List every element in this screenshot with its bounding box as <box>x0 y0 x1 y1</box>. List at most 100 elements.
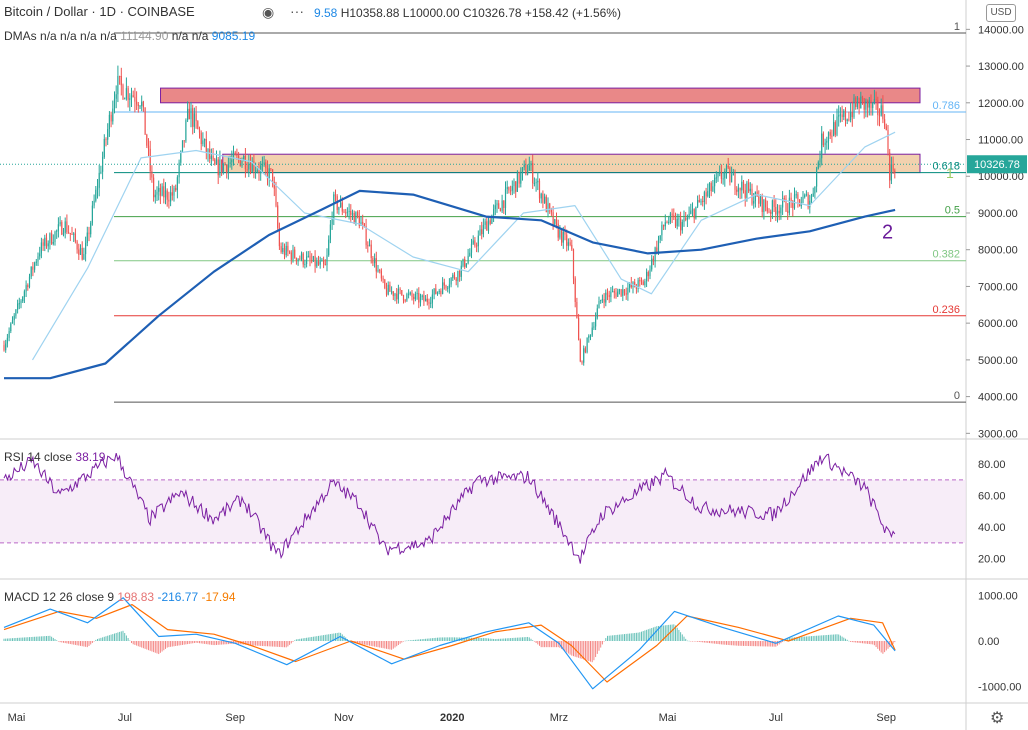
macd-hist-bar <box>329 634 331 641</box>
macd-hist-bar <box>44 636 46 641</box>
candle-body <box>516 172 518 192</box>
macd-hist-bar <box>275 641 277 647</box>
candle-body <box>392 291 394 297</box>
macd-hist-bar <box>40 636 42 641</box>
candle-body <box>858 101 860 109</box>
macd-hist-bar <box>612 635 614 641</box>
candle-body <box>564 231 566 235</box>
candle-body <box>855 97 857 107</box>
macd-hist-bar <box>443 637 445 641</box>
macd-hist-bar <box>698 641 700 642</box>
candle-body <box>363 223 365 227</box>
candle-body <box>615 292 617 297</box>
macd-hist-bar <box>870 641 872 645</box>
macd-hist-bar <box>251 641 253 646</box>
candle-body <box>885 126 887 130</box>
macd-hist-bar <box>178 641 180 646</box>
macd-hist-bar <box>894 641 896 643</box>
candle-body <box>753 201 755 204</box>
macd-hist-bar <box>78 641 80 646</box>
candle-body <box>462 259 464 266</box>
candle-body <box>749 188 751 192</box>
macd-hist-bar <box>642 631 644 641</box>
candle-body <box>59 222 61 225</box>
candle-body <box>736 189 738 192</box>
macd-hist-bar <box>81 641 83 647</box>
candle-body <box>678 218 680 220</box>
macd-hist-bar <box>778 641 780 645</box>
candle-body <box>725 165 728 172</box>
macd-hist-bar <box>127 638 129 641</box>
candle-body <box>506 187 508 190</box>
candle-body <box>710 183 712 192</box>
price-tick-label: 14000.00 <box>978 24 1024 36</box>
macd-hist-bar <box>506 638 508 641</box>
price-tick-label: 9000.00 <box>978 208 1018 220</box>
candle-body <box>319 261 321 265</box>
macd-hist-bar <box>720 641 722 645</box>
macd-hist-value: 198.83 <box>117 590 155 604</box>
macd-hist-bar <box>301 638 302 641</box>
macd-hist-bar <box>591 641 593 663</box>
candle-body <box>190 108 192 120</box>
candle-body <box>824 142 826 146</box>
candle-body <box>297 258 299 262</box>
currency-button[interactable]: USD <box>986 4 1016 22</box>
candle-body <box>482 224 484 235</box>
candle-body <box>239 158 241 166</box>
candle-body <box>790 197 792 201</box>
candle-body <box>525 164 527 175</box>
macd-hist-bar <box>68 641 70 644</box>
candle-body <box>329 224 331 240</box>
macd-hist-bar <box>170 641 172 647</box>
macd-hist-bar <box>828 634 829 641</box>
macd-hist-bar <box>35 636 37 641</box>
macd-hist-bar <box>180 641 182 646</box>
x-tick-label: Nov <box>334 712 354 724</box>
macd-hist-bar <box>42 636 44 641</box>
candle-body <box>613 291 615 293</box>
macd-hist-bar <box>649 628 651 641</box>
candle-body <box>559 230 561 238</box>
candle-body <box>795 194 797 196</box>
candle-body <box>124 98 126 100</box>
candle-body <box>814 186 816 194</box>
ohlc-high: H10358.88 <box>340 6 400 20</box>
candle-body <box>195 113 197 122</box>
macd-hist-bar <box>71 641 73 645</box>
macd-hist-bar <box>799 636 801 641</box>
candle-body <box>187 108 189 121</box>
candle-body <box>552 212 554 225</box>
candle-body <box>375 258 377 272</box>
candle-body <box>705 192 707 197</box>
eye-icon[interactable]: ◉ <box>262 4 275 20</box>
candle-body <box>809 200 811 208</box>
macd-hist-bar <box>593 641 595 661</box>
macd-hist-bar <box>829 634 831 641</box>
macd-hist-bar <box>158 641 160 655</box>
candle-body <box>511 186 513 191</box>
macd-hist-bar <box>392 641 394 649</box>
candle-body <box>73 233 75 235</box>
candle-body <box>819 158 821 163</box>
candle-body <box>651 258 653 270</box>
candle-body <box>25 285 27 292</box>
macd-hist-bar <box>386 641 387 649</box>
macd-hist-bar <box>817 635 819 641</box>
more-icon[interactable]: ··· <box>290 3 304 19</box>
candle-body <box>669 213 671 222</box>
macd-hist-bar <box>482 638 484 641</box>
candle-body <box>661 224 663 236</box>
candle-body <box>544 196 546 203</box>
candle-body <box>316 261 318 267</box>
candle-body <box>56 230 58 232</box>
macd-hist-bar <box>90 641 92 645</box>
candle-body <box>649 269 651 277</box>
macd-hist-bar <box>763 641 765 647</box>
candle-body <box>598 300 600 309</box>
gear-icon[interactable]: ⚙ <box>990 710 1005 727</box>
candle-body <box>423 295 425 302</box>
macd-hist-bar <box>562 641 564 651</box>
macd-hist-bar <box>734 641 736 646</box>
